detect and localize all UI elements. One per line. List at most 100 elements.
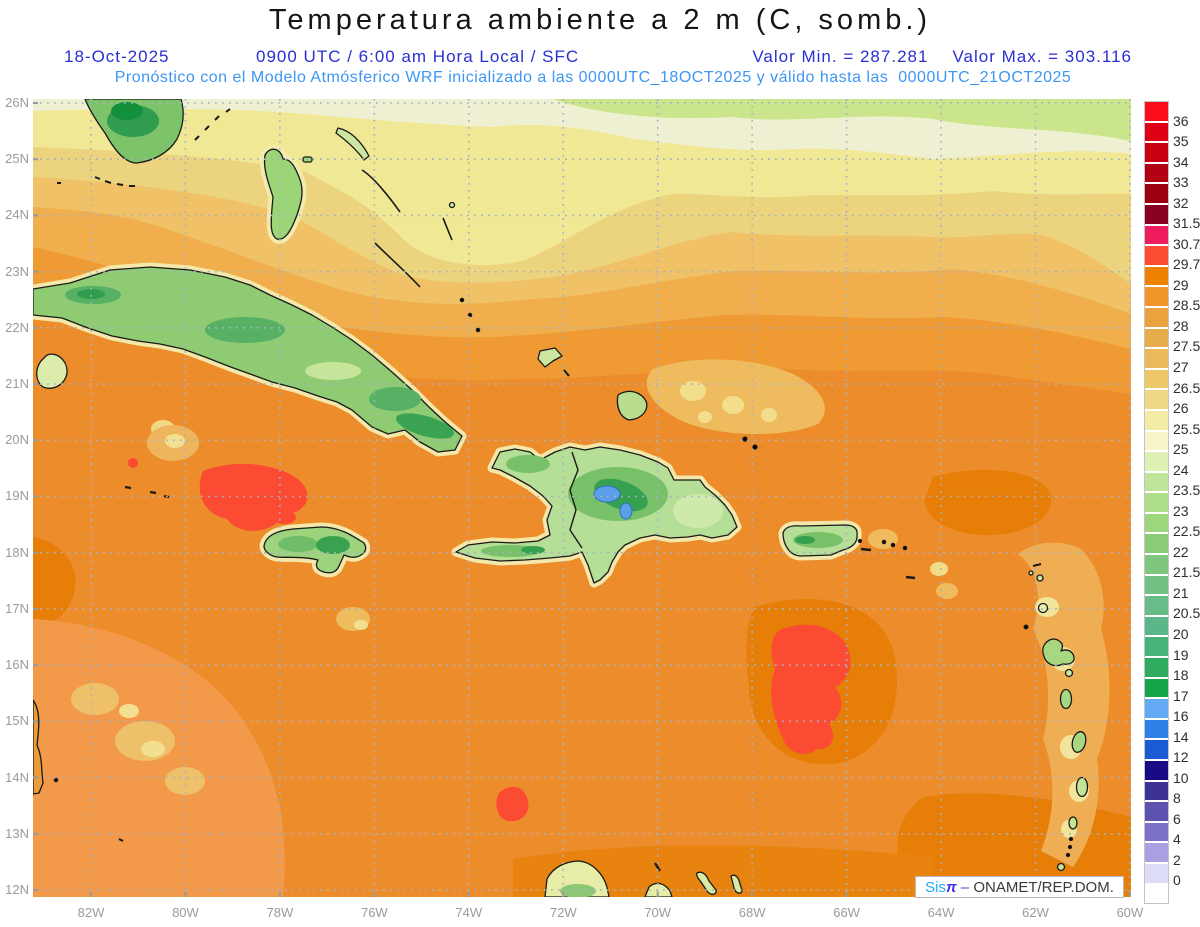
- grid-lines: [33, 99, 1131, 897]
- colorbar-swatch-20: [1145, 513, 1168, 533]
- lat-label-18N: 18N: [5, 544, 29, 560]
- colorbar-label-20: 20: [1173, 626, 1189, 642]
- logo-pi-icon: π: [945, 878, 957, 896]
- colorbar-swatch-18: [1145, 472, 1168, 492]
- colorbar-label-31.5: 31.5: [1173, 215, 1200, 232]
- colorbar-swatch-4: [1145, 184, 1168, 203]
- colorbar-label-2: 2: [1173, 851, 1181, 868]
- valor-max: Valor Max. = 303.116: [952, 47, 1132, 66]
- hot-spot-speck: [128, 458, 138, 468]
- colorbar-swatch-10: [1145, 307, 1168, 327]
- lon-label-72W: 72W: [549, 905, 577, 920]
- colorbar-label-22: 22: [1173, 543, 1189, 560]
- colorbar-swatch-30: [1145, 719, 1168, 739]
- lon-label-74W: 74W: [455, 905, 483, 920]
- colorbar-swatch-32: [1145, 761, 1168, 780]
- colorbar-label-12: 12: [1173, 749, 1189, 766]
- colorbar-swatch-22: [1145, 555, 1168, 574]
- haiti-dr-border: [569, 451, 583, 549]
- colorbar-label-21.5: 21.5: [1173, 564, 1200, 581]
- colorbar-label-36: 36: [1173, 112, 1189, 129]
- colorbar-label-34: 34: [1173, 153, 1189, 170]
- hot-spot-east: [771, 624, 851, 754]
- lat-label-16N: 16N: [5, 657, 29, 673]
- bahamas-islands: [263, 127, 758, 450]
- colorbar-swatch-2: [1145, 143, 1168, 162]
- colorbar-swatch-17: [1145, 452, 1168, 471]
- lesser-antilles-islands: [1023, 563, 1089, 872]
- colorbar-label-28: 28: [1173, 317, 1189, 334]
- lake-enriquillo: [593, 485, 621, 503]
- lon-label-80W: 80W: [172, 905, 199, 920]
- colorbar-swatch-33: [1145, 781, 1168, 801]
- abc-islands: [653, 862, 743, 895]
- valor-min: Valor Min. = 287.281: [752, 47, 929, 66]
- colorbar-label-23: 23: [1173, 502, 1189, 519]
- florida-keys: [57, 108, 231, 187]
- colorbar-swatch-3: [1145, 163, 1168, 183]
- colorbar-swatch-23: [1145, 575, 1168, 595]
- colorbar-swatch-34: [1145, 802, 1168, 821]
- lat-label-12N: 12N: [5, 881, 29, 897]
- colorbar-label-32: 32: [1173, 194, 1189, 211]
- temperature-colorbar: [1144, 101, 1169, 904]
- colorbar-label-6: 6: [1173, 810, 1181, 827]
- puerto-rico-landmass: [782, 524, 916, 580]
- attribution-dash: –: [956, 878, 974, 896]
- lat-label-22N: 22N: [5, 319, 29, 335]
- colorbar-label-18: 18: [1173, 667, 1189, 684]
- florida-landmass: [84, 99, 184, 164]
- lake-small: [619, 502, 633, 520]
- colorbar-label-28.5: 28.5: [1173, 297, 1200, 314]
- jamaica-landmass: [263, 526, 367, 574]
- page-title: Temperatura ambiente a 2 m (C, somb.): [268, 4, 932, 36]
- colorbar-swatch-25: [1145, 616, 1168, 636]
- colorbar-swatch-12: [1145, 349, 1168, 368]
- lat-label-23N: 23N: [5, 263, 29, 279]
- colorbar-label-30.7: 30.7: [1173, 235, 1200, 252]
- colorbar-label-17: 17: [1173, 687, 1189, 704]
- colorbar-swatch-26: [1145, 637, 1168, 657]
- lat-label-13N: 13N: [5, 825, 29, 841]
- colorbar-swatch-16: [1145, 431, 1168, 451]
- colorbar-swatch-28: [1145, 678, 1168, 698]
- colorbar-swatch-31: [1145, 740, 1168, 759]
- colorbar-swatch-19: [1145, 493, 1168, 512]
- hispaniola-landmass: [455, 446, 738, 584]
- lat-label-25N: 25N: [5, 151, 29, 167]
- colorbar-label-33: 33: [1173, 174, 1189, 191]
- cuba-landmass: [33, 266, 463, 453]
- attribution-box: Sis π – ONAMET/REP.DOM.: [915, 876, 1124, 898]
- isla-juventud: [36, 353, 68, 389]
- colorbar-label-19: 19: [1173, 646, 1189, 663]
- lat-label-24N: 24N: [5, 207, 29, 223]
- central-america-coast: [33, 699, 124, 842]
- lat-label-15N: 15N: [5, 713, 29, 729]
- colorbar-swatch-29: [1145, 699, 1168, 718]
- colorbar-swatch-14: [1145, 390, 1168, 409]
- lat-label-17N: 17N: [5, 600, 29, 616]
- hot-spots: [128, 458, 851, 822]
- colorbar-swatch-35: [1145, 822, 1168, 842]
- colorbar-label-14: 14: [1173, 728, 1189, 745]
- colorbar-swatch-9: [1145, 287, 1168, 306]
- lon-label-62W: 62W: [1022, 905, 1049, 920]
- lon-label-70W: 70W: [644, 905, 672, 920]
- colorbar-label-29.7: 29.7: [1173, 256, 1200, 273]
- lat-label-21N: 21N: [5, 376, 29, 392]
- hot-spot-west: [199, 463, 308, 531]
- colorbar-label-4: 4: [1173, 831, 1181, 848]
- colorbar-swatch-36: [1145, 843, 1168, 862]
- colorbar-label-21: 21: [1173, 584, 1189, 601]
- lon-label-76W: 76W: [360, 905, 388, 920]
- colorbar-swatch-5: [1145, 204, 1168, 224]
- lon-label-66W: 66W: [833, 905, 860, 920]
- colorbar-label-10: 10: [1173, 769, 1189, 786]
- colorbar-swatch-11: [1145, 328, 1168, 348]
- forecast-time: 0900 UTC / 6:00 am Hora Local / SFC: [256, 47, 580, 66]
- forecast-description: Pronóstico con el Modelo Atmósferico WRF…: [114, 69, 1072, 86]
- lon-label-64W: 64W: [927, 905, 955, 920]
- lon-label-78W: 78W: [266, 905, 294, 920]
- lat-label-26N: 26N: [5, 95, 29, 110]
- colorbar-label-35: 35: [1173, 133, 1189, 150]
